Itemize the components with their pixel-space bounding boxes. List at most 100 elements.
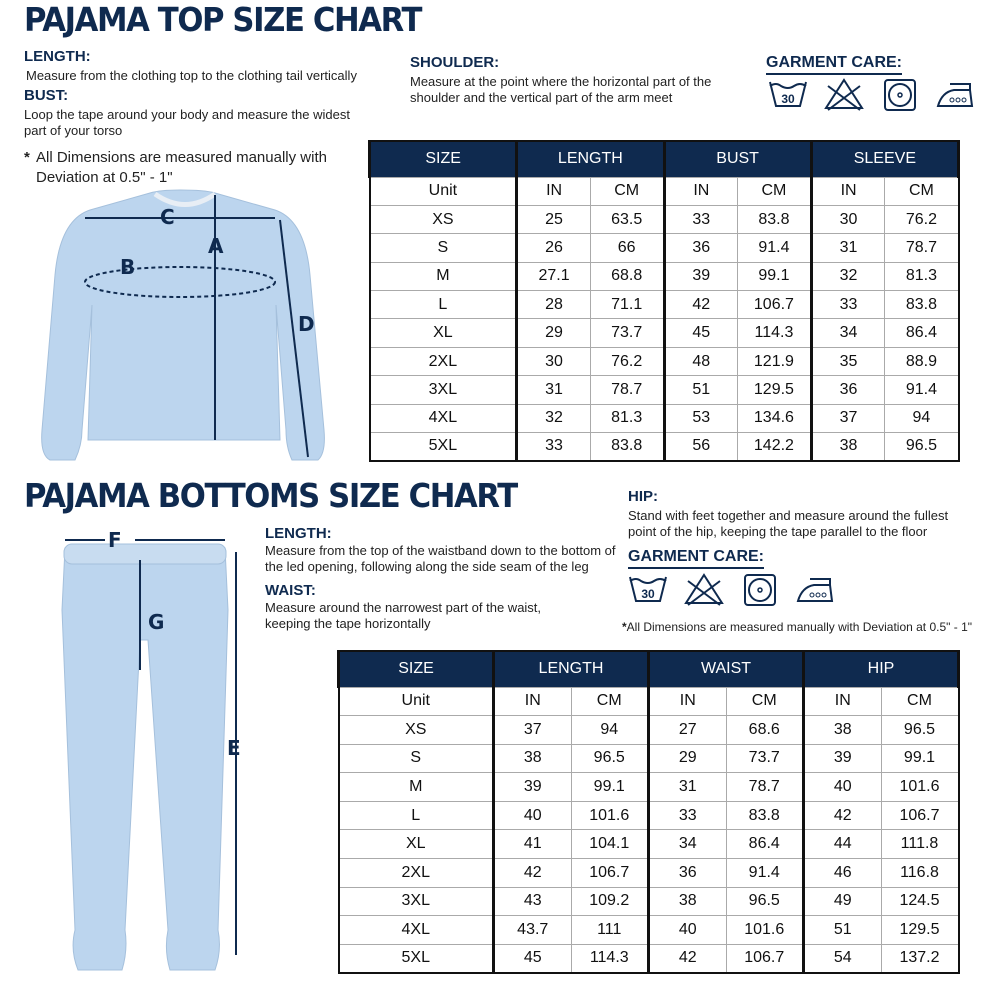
size-cell: L <box>368 290 518 320</box>
table-row: 3XL 43 109.2 38 96.5 49 124.5 <box>338 886 959 917</box>
size-cell: 5XL <box>368 432 518 462</box>
note-text: All Dimensions are measured manually wit… <box>626 620 973 634</box>
bottom-length-label: LENGTH: <box>265 525 332 542</box>
value-cell: 39 <box>662 261 739 292</box>
shoulder-label: SHOULDER: <box>410 54 500 71</box>
wash-30-icon: 30 <box>769 81 807 107</box>
header-row: SIZE LENGTH WAIST HIP <box>337 651 960 687</box>
unit-cell: IN <box>647 686 727 717</box>
value-cell: 36 <box>809 375 886 405</box>
value-cell: 78.7 <box>589 375 665 405</box>
value-cell: 104.1 <box>570 829 649 860</box>
value-cell: 44 <box>802 829 882 860</box>
top-note: * All Dimensions are measured manually w… <box>24 148 344 188</box>
top-bust-label: BUST: <box>24 87 69 104</box>
value-cell: 30 <box>515 346 591 377</box>
value-cell: 42 <box>647 943 727 974</box>
value-cell: 99.1 <box>737 261 812 292</box>
value-cell: 81.3 <box>884 261 959 292</box>
pajama-top-diagram <box>41 189 325 461</box>
value-cell: 34 <box>647 829 727 860</box>
column-header: BUST <box>662 141 813 177</box>
value-cell: 37 <box>809 403 886 434</box>
unit-cell: IN <box>802 686 882 717</box>
value-cell: 114.3 <box>570 943 649 974</box>
value-cell: 27 <box>647 715 727 745</box>
value-cell: 91.4 <box>725 858 804 888</box>
letter-e: E <box>227 736 241 760</box>
top-title: PAJAMA TOP SIZE CHART <box>24 0 422 39</box>
value-cell: 76.2 <box>589 346 665 377</box>
pants-shape <box>61 547 229 971</box>
value-cell: 45 <box>662 318 739 348</box>
letter-b: B <box>120 255 136 279</box>
value-cell: 91.4 <box>737 233 812 263</box>
value-cell: 78.7 <box>725 772 804 802</box>
value-cell: 106.7 <box>570 858 649 888</box>
unit-row: Unit IN CM IN CM IN CM <box>368 176 959 206</box>
value-cell: 111 <box>570 915 649 945</box>
size-cell: S <box>368 233 518 263</box>
bottom-length-text: Measure from the top of the waistband do… <box>265 543 616 574</box>
value-cell: 46 <box>802 858 882 888</box>
value-cell: 76.2 <box>884 204 959 235</box>
table-row: 2XL 42 106.7 36 91.4 46 116.8 <box>338 858 959 888</box>
note-star: * <box>622 620 627 634</box>
table-row: XS 25 63.5 33 83.8 30 76.2 <box>368 204 959 235</box>
value-cell: 96.5 <box>725 886 804 917</box>
value-cell: 86.4 <box>884 318 959 348</box>
value-cell: 38 <box>809 432 886 462</box>
value-cell: 40 <box>492 800 572 831</box>
value-cell: 96.5 <box>570 743 649 774</box>
value-cell: 33 <box>809 290 886 320</box>
column-header: LENGTH <box>492 651 650 687</box>
tumble-dry-icon <box>884 79 916 111</box>
table-row: 5XL 33 83.8 56 142.2 38 96.5 <box>368 432 959 462</box>
value-cell: 114.3 <box>737 318 812 348</box>
top-length-label: LENGTH: <box>24 48 91 65</box>
unit-cell: CM <box>880 686 959 717</box>
size-cell: 5XL <box>338 943 494 974</box>
value-cell: 86.4 <box>725 829 804 860</box>
value-cell: 134.6 <box>737 403 812 434</box>
top-bust-text: Loop the tape around your body and measu… <box>24 107 350 138</box>
size-cell: XS <box>368 204 518 235</box>
bottom-size-table: SIZE LENGTH WAIST HIP Unit IN CM IN CM IN CM XS 37 94… <box>337 650 960 974</box>
value-cell: 33 <box>515 432 591 462</box>
value-cell: 71.1 <box>589 290 665 320</box>
value-cell: 51 <box>662 375 739 405</box>
value-cell: 31 <box>515 375 591 405</box>
size-cell: 2XL <box>368 346 518 377</box>
wash-30-icon: 30 <box>629 576 667 602</box>
value-cell: 49 <box>802 886 882 917</box>
top-care-label: GARMENT CARE: <box>766 54 902 75</box>
value-cell: 78.7 <box>884 233 959 263</box>
value-cell: 31 <box>809 233 886 263</box>
shirt-shape <box>41 189 325 461</box>
table-row: L 28 71.1 42 106.7 33 83.8 <box>368 290 959 320</box>
column-header: WAIST <box>647 651 805 687</box>
value-cell: 73.7 <box>725 743 804 774</box>
size-cell: 4XL <box>338 915 494 945</box>
value-cell: 29 <box>515 318 591 348</box>
no-bleach-icon <box>684 573 724 606</box>
bottom-title: PAJAMA BOTTOMS SIZE CHART <box>24 476 518 515</box>
value-cell: 31 <box>647 772 727 802</box>
value-cell: 42 <box>662 290 739 320</box>
value-cell: 29 <box>647 743 727 774</box>
value-cell: 39 <box>802 743 882 774</box>
table-row: S 38 96.5 29 73.7 39 99.1 <box>338 743 959 774</box>
value-cell: 41 <box>492 829 572 860</box>
tumble-dry-icon <box>744 574 776 606</box>
size-cell: S <box>338 743 494 774</box>
unit-cell: CM <box>725 686 804 717</box>
value-cell: 116.8 <box>880 858 959 888</box>
note-star: * <box>24 149 30 166</box>
unit-cell: CM <box>737 176 812 206</box>
value-cell: 38 <box>492 743 572 774</box>
value-cell: 121.9 <box>737 346 812 377</box>
value-cell: 54 <box>802 943 882 974</box>
value-cell: 96.5 <box>884 432 959 462</box>
table-row: 4XL 32 81.3 53 134.6 37 94 <box>368 403 959 434</box>
column-header: LENGTH <box>515 141 666 177</box>
